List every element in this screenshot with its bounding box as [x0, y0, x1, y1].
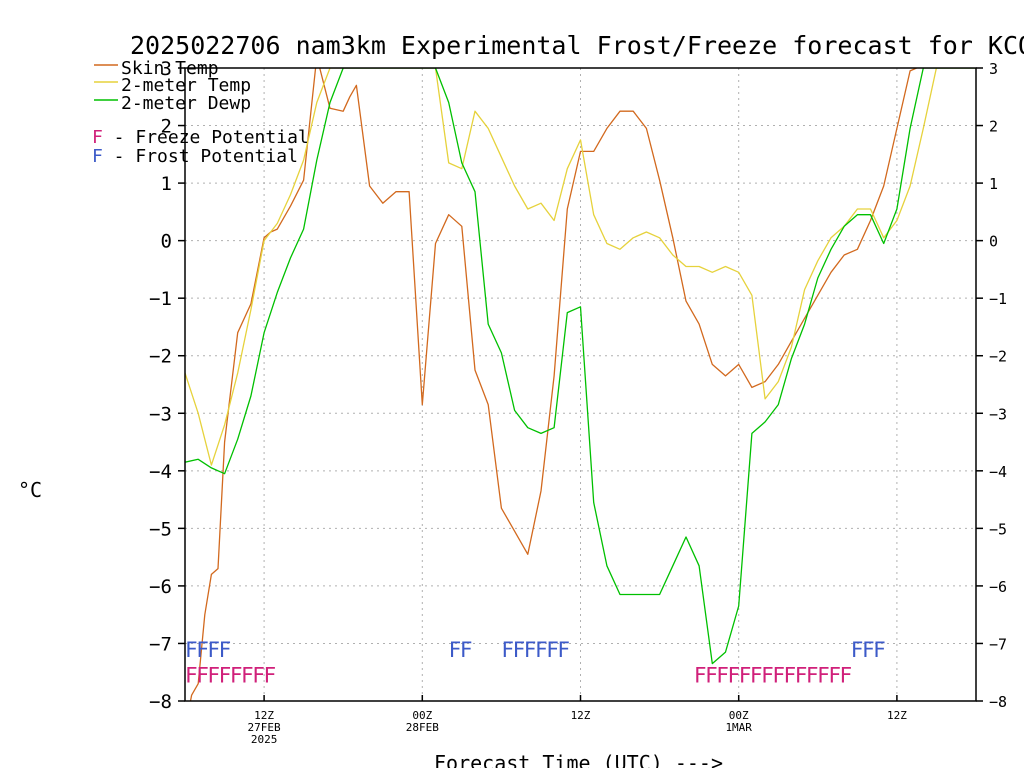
freeze-flag: F [795, 663, 808, 687]
legend-label: Skin Temp [121, 58, 219, 79]
frost-flag: F [873, 638, 886, 662]
x-tick-label: 00Z [412, 709, 432, 722]
freeze-flag: F [750, 663, 763, 687]
freeze-flag: F [806, 663, 819, 687]
y-tick-label-left: −4 [149, 461, 172, 483]
frost-flag: F [862, 638, 875, 662]
y-tick-label-right: −6 [989, 578, 1007, 596]
y-tick-label-left: −3 [149, 403, 172, 425]
y-tick-label-left: −5 [149, 518, 172, 540]
x-tick-label: 00Z [729, 709, 749, 722]
y-tick-label-left: −6 [149, 576, 172, 598]
frost-flag: F [196, 638, 209, 662]
freeze-flag: F [207, 663, 220, 687]
y-tick-label-right: −7 [989, 635, 1007, 653]
y-tick-label-left: 1 [161, 173, 172, 195]
y-tick-label-left: 3 [161, 58, 172, 80]
y-tick-label-right: −1 [989, 290, 1007, 308]
x-tick-label: 12Z [254, 709, 274, 722]
freeze-flag: F [772, 663, 785, 687]
y-tick-label-right: −3 [989, 405, 1007, 423]
freeze-flag: F [716, 663, 729, 687]
frost-flag: F [546, 638, 559, 662]
x-tick-label: 27FEB [248, 721, 281, 734]
y-tick-label-right: −2 [989, 348, 1007, 366]
legend-flag-letter: F [92, 127, 103, 148]
legend-label: 2-meter Temp [121, 75, 251, 96]
frost-flag: F [557, 638, 570, 662]
series-line-skin-temp [189, 68, 919, 701]
series-line-2-meter-dewp [185, 68, 976, 665]
frost-flag: F [524, 638, 537, 662]
x-tick-label: 12Z [887, 709, 907, 722]
frost-flag: F [535, 638, 548, 662]
freeze-flag: F [817, 663, 830, 687]
plot-frame [184, 67, 977, 702]
freeze-flag: F [263, 663, 276, 687]
y-tick-label-left: −2 [149, 346, 172, 368]
freeze-flag: F [241, 663, 254, 687]
legend-label: 2-meter Dewp [121, 93, 251, 114]
freeze-flag: F [694, 663, 707, 687]
freeze-flag: F [219, 663, 232, 687]
frost-flag: F [219, 638, 232, 662]
freeze-flag: F [185, 663, 198, 687]
chart-title: 2025022706 nam3km Experimental Frost/Fre… [130, 31, 1024, 60]
x-tick-label: 12Z [571, 709, 591, 722]
y-tick-label-right: −5 [989, 520, 1007, 538]
y-tick-label-left: −1 [149, 288, 172, 310]
y-tick-label-right: 2 [989, 118, 998, 136]
freeze-flag: F [784, 663, 797, 687]
freeze-flag: F [230, 663, 243, 687]
freeze-flag: F [727, 663, 740, 687]
freeze-flag: F [828, 663, 841, 687]
legend-flag-text: - Frost Potential [103, 146, 298, 167]
freeze-flag: F [252, 663, 265, 687]
x-tick-label: 1MAR [725, 721, 752, 734]
y-tick-label-right: −4 [989, 463, 1007, 481]
y-tick-label-left: −7 [149, 633, 172, 655]
frost-flag: F [207, 638, 220, 662]
y-tick-label-right: 3 [989, 60, 998, 78]
y-tick-label-left: −8 [149, 691, 172, 713]
y-tick-label-right: 1 [989, 175, 998, 193]
y-axis: 3 3 2 2 1 1 0 0 −1 −1 −2 −2 −3 −3 −4 −4 −5 −5 −6 −6 −7 −7 −8 −8 [149, 58, 1007, 713]
freeze-flag: F [739, 663, 752, 687]
freeze-flag: F [840, 663, 853, 687]
series-lines [185, 68, 976, 701]
freeze-flag: F [196, 663, 209, 687]
frost-flag: F [460, 638, 473, 662]
y-tick-label-left: 0 [161, 231, 172, 253]
frost-flag: F [449, 638, 462, 662]
frost-flag: F [851, 638, 864, 662]
x-tick-label: 28FEB [406, 721, 439, 734]
y-tick-label-right: −8 [989, 693, 1007, 711]
y-axis-label: °C [18, 478, 42, 502]
y-tick-label-right: 0 [989, 233, 998, 251]
frost-flag: F [185, 638, 198, 662]
freeze-flag: F [705, 663, 718, 687]
x-axis-label: Forecast Time (UTC) ---> [434, 751, 723, 768]
legend-flag-text: - Freeze Potential [103, 127, 309, 148]
legend-flag-label: F - Frost Potential [92, 146, 298, 167]
legend-flag-letter: F [92, 146, 103, 167]
freeze-flag: F [761, 663, 774, 687]
legend-flag-label: F - Freeze Potential [92, 127, 309, 148]
frost-flag: F [513, 638, 526, 662]
grid-lines [185, 68, 976, 701]
y-tick-label-left: 2 [161, 116, 172, 138]
x-tick-label: 2025 [251, 733, 278, 746]
frost-flag: F [501, 638, 514, 662]
